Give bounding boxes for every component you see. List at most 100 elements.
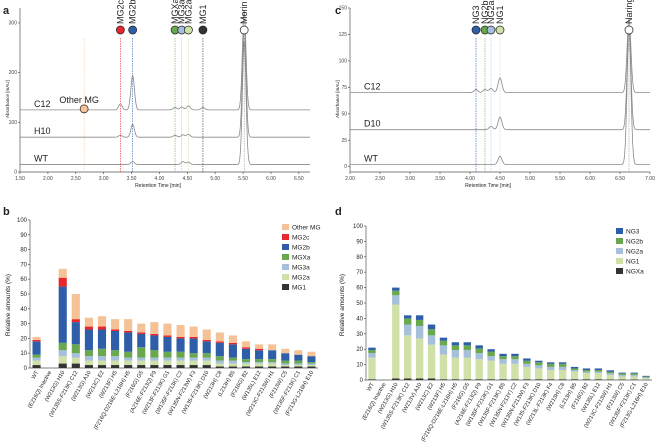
- a-marker-label: MG3a: [177, 0, 187, 24]
- d-bar-segment: [558, 366, 567, 370]
- b-bar-segment: [255, 348, 264, 351]
- b-bar-segment: [111, 360, 120, 366]
- d-bar-segment: [570, 369, 579, 372]
- c-x-tick-label: 6.50: [615, 176, 625, 182]
- b-legend-swatch: [282, 234, 289, 240]
- b-legend-swatch: [282, 274, 289, 280]
- b-bar-segment: [97, 356, 107, 361]
- b-bar-segment: [124, 331, 133, 333]
- d-y-tick-label: 30: [356, 332, 363, 338]
- d-y-tick-label: 80: [356, 255, 363, 261]
- b-bar-segment: [202, 341, 211, 354]
- d-bar-segment: [594, 368, 603, 370]
- b-legend-label: MG2b: [292, 245, 310, 252]
- c-marker-dot: [486, 25, 496, 35]
- b-bar-segment: [124, 351, 133, 358]
- d-bar-segment: [404, 335, 412, 379]
- b-bar-segment: [294, 365, 303, 367]
- b-bar-segment: [307, 356, 316, 363]
- b-bar-segment: [84, 365, 93, 368]
- b-legend-swatch: [282, 264, 289, 270]
- b-bar-segment: [268, 359, 277, 363]
- d-bar-segment: [439, 337, 448, 341]
- panel-label-d: d: [335, 206, 342, 218]
- d-bar-segment: [606, 373, 614, 375]
- b-bar-segment: [163, 357, 172, 361]
- d-bar-segment: [618, 374, 626, 377]
- b-y-tick-label: 60: [20, 277, 27, 283]
- b-bar-segment: [202, 353, 211, 358]
- d-y-tick-label: 100: [353, 224, 364, 230]
- d-bar-segment: [582, 369, 591, 372]
- a-marker-label: Morin: [239, 1, 249, 24]
- b-bar-segment: [97, 326, 107, 330]
- d-bar-segment: [630, 372, 638, 374]
- b-bar-segment: [137, 323, 146, 333]
- a-marker-dot: [184, 25, 193, 35]
- d-bar-segment: [558, 362, 567, 364]
- d-bar-segment: [451, 379, 460, 380]
- d-y-tick-label: 0: [360, 378, 364, 384]
- d-y-tick-label: 50: [356, 301, 363, 307]
- d-bar-segment: [404, 315, 412, 319]
- b-bar-segment: [241, 347, 251, 349]
- b-bar-segment: [241, 359, 251, 363]
- d-bar-segment: [368, 349, 376, 354]
- d-bar-segment: [523, 358, 531, 361]
- d-bar-segment: [523, 363, 531, 367]
- b-y-tick-label: 70: [20, 262, 27, 268]
- a-x-tick-label: 3.50: [127, 176, 137, 182]
- d-bar-segment: [404, 378, 412, 380]
- d-legend-label: NG1: [626, 259, 640, 266]
- b-bar-segment: [58, 350, 67, 357]
- panel-c-chromatogram: c Absorbance [mAU] Retention Time [min] …: [335, 0, 655, 189]
- a-y-tick-label: 100: [9, 120, 18, 126]
- b-bar-segment: [58, 286, 67, 343]
- panel-c-xlabel: Retention Time [min]: [465, 183, 511, 189]
- b-bar-segment: [150, 322, 159, 334]
- c-marker-label: NG2b: [480, 0, 490, 24]
- d-bar-segment: [558, 363, 567, 367]
- a-y-tick-label: 300: [9, 20, 18, 26]
- c-marker-label: NG3: [471, 5, 481, 24]
- d-legend-swatch: [616, 248, 623, 254]
- d-bar-segment: [594, 371, 603, 374]
- d-bar-segment: [415, 378, 424, 380]
- b-y-tick-label: 80: [20, 248, 27, 254]
- b-bar-segment: [307, 366, 316, 368]
- d-bar-segment: [594, 369, 603, 372]
- b-bar-segment: [241, 348, 251, 360]
- d-bar-segment: [535, 365, 543, 369]
- b-bar-segment: [294, 363, 303, 366]
- a-x-tick-label: 4.00: [155, 176, 165, 182]
- b-bar-segment: [255, 350, 264, 360]
- d-bar-segment: [415, 326, 424, 339]
- b-bar-segment: [163, 351, 172, 358]
- a-marker-label: MG2a: [183, 0, 193, 24]
- a-trace-c12: [20, 10, 310, 111]
- c-marker-label: NG1: [495, 5, 505, 24]
- panel-b-ylabel: Relative amounts (%): [5, 274, 12, 336]
- d-bar-segment: [451, 342, 460, 346]
- d-bar-segment: [511, 359, 519, 364]
- panel-a-chromatogram: a Absorbance [mAU] Retention Time [min] …: [3, 0, 310, 189]
- b-bar-segment: [307, 362, 316, 364]
- b-bar-segment: [241, 366, 251, 368]
- b-bar-segment: [32, 341, 41, 355]
- panel-d-bar-chart: d Relative amounts (%) 0 10 20 30 40 50 60 70 80…: [335, 206, 652, 443]
- b-bar-segment: [241, 362, 251, 364]
- d-bar-segment: [487, 349, 495, 352]
- b-y-tick-label: 40: [20, 307, 27, 313]
- d-bar-segment: [427, 335, 436, 345]
- d-bar-segment: [606, 370, 614, 372]
- b-bar-segment: [281, 360, 290, 364]
- a-marker-label: MG2c: [115, 0, 125, 24]
- d-bar-segment: [499, 356, 507, 360]
- b-bar-segment: [150, 350, 159, 358]
- d-bar-segment: [582, 368, 591, 370]
- b-bar-segment: [215, 363, 224, 367]
- c-trace-d10: [350, 29, 650, 131]
- b-bar-segment: [58, 268, 67, 278]
- b-bar-segment: [124, 357, 133, 361]
